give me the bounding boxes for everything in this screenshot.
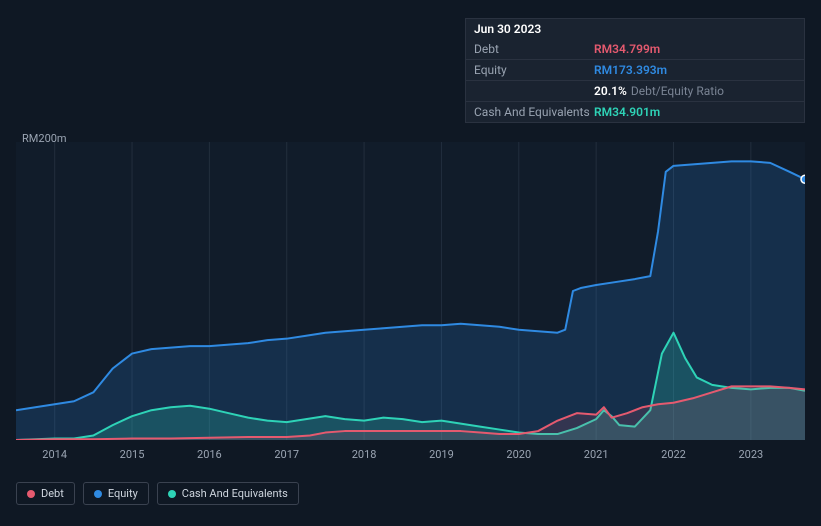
legend-dot-icon bbox=[168, 490, 176, 498]
tooltip-row-label bbox=[474, 84, 594, 98]
highlight-marker bbox=[801, 175, 805, 183]
x-axis-label: 2016 bbox=[197, 448, 222, 461]
x-axis-label: 2023 bbox=[738, 448, 763, 461]
tooltip-row-value: RM34.799m bbox=[594, 42, 660, 56]
tooltip-row: EquityRM173.393m bbox=[466, 59, 804, 80]
x-axis-label: 2017 bbox=[274, 448, 299, 461]
x-axis: 2014 2015 2016 2017 2018 2019 2020 2021 2022 2023 bbox=[16, 448, 805, 468]
tooltip-row-value: RM173.393m bbox=[594, 63, 667, 77]
tooltip-date: Jun 30 2023 bbox=[466, 19, 804, 39]
legend-dot-icon bbox=[27, 490, 35, 498]
tooltip-row-label: Debt bbox=[474, 42, 594, 56]
legend-item-cash[interactable]: Cash And Equivalents bbox=[157, 482, 299, 505]
legend-label: Equity bbox=[108, 487, 138, 500]
tooltip-row: Cash And EquivalentsRM34.901m bbox=[466, 101, 804, 122]
tooltip-row-label: Cash And Equivalents bbox=[474, 105, 594, 119]
x-axis-label: 2018 bbox=[352, 448, 377, 461]
chart-legend: Debt Equity Cash And Equivalents bbox=[16, 482, 299, 505]
legend-label: Debt bbox=[41, 487, 64, 500]
legend-item-debt[interactable]: Debt bbox=[16, 482, 75, 505]
chart-tooltip: Jun 30 2023 DebtRM34.799mEquityRM173.393… bbox=[465, 18, 805, 123]
x-axis-label: 2022 bbox=[661, 448, 686, 461]
tooltip-row-label: Equity bbox=[474, 63, 594, 77]
x-axis-label: 2014 bbox=[42, 448, 67, 461]
legend-label: Cash And Equivalents bbox=[182, 487, 288, 500]
x-axis-label: 2020 bbox=[506, 448, 531, 461]
tooltip-row: 20.1%Debt/Equity Ratio bbox=[466, 80, 804, 101]
legend-dot-icon bbox=[94, 490, 102, 498]
x-axis-label: 2015 bbox=[120, 448, 145, 461]
x-axis-label: 2021 bbox=[584, 448, 609, 461]
legend-item-equity[interactable]: Equity bbox=[83, 482, 149, 505]
chart-plot-area[interactable] bbox=[16, 142, 805, 440]
x-axis-label: 2019 bbox=[429, 448, 454, 461]
tooltip-row: DebtRM34.799m bbox=[466, 39, 804, 59]
tooltip-row-value: RM34.901m bbox=[594, 105, 660, 119]
tooltip-row-value: 20.1%Debt/Equity Ratio bbox=[594, 84, 724, 98]
